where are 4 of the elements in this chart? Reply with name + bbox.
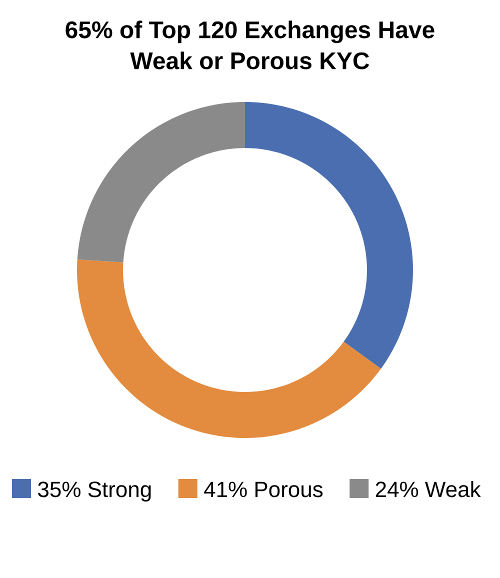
legend-label: 24% Weak <box>376 481 481 498</box>
chart-title: 65% of Top 120 Exchanges Have Weak or Porous KYC <box>66 20 434 70</box>
legend-label: 35% Strong <box>38 482 151 502</box>
legend-label: 41% Porous <box>204 482 323 498</box>
